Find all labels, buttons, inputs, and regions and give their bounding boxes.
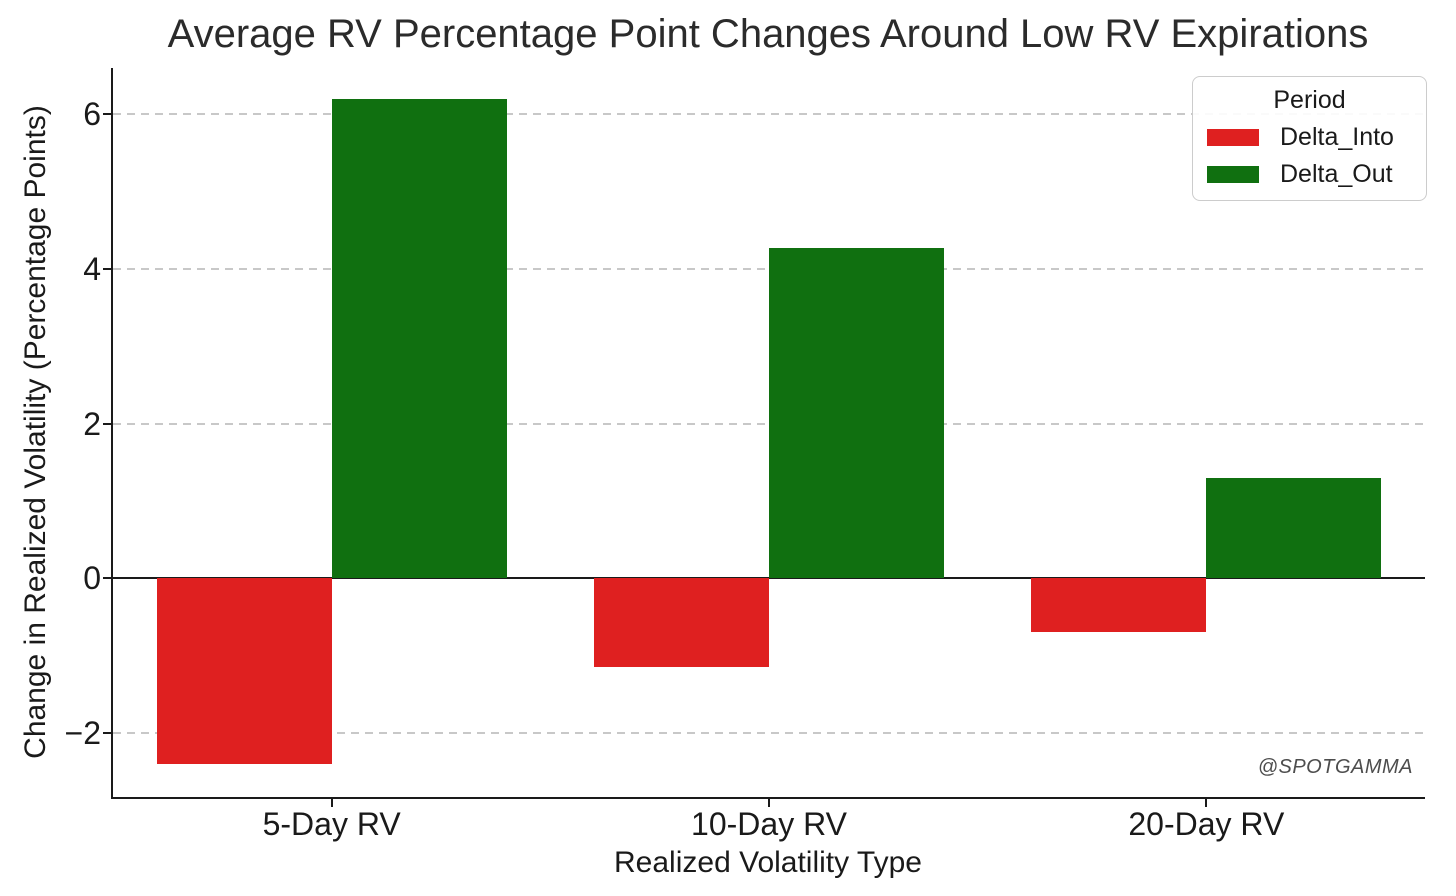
- x-tick-label-3: 20-Day RV: [1128, 806, 1285, 842]
- plot-area: Period Delta_Into Delta_Out @SPOTGAMMA: [111, 68, 1427, 799]
- x-tick-mark-1: [330, 799, 333, 807]
- y-tick-label-2: 2: [83, 405, 101, 442]
- x-axis-title: Realized Volatility Type: [614, 846, 922, 879]
- y-tick-label--2: −2: [64, 714, 101, 751]
- bar-delta_out-20-day-rv: [1206, 477, 1382, 579]
- zero-line: [113, 577, 1425, 580]
- chart-title: Average RV Percentage Point Changes Arou…: [167, 12, 1369, 56]
- delta-into-swatch: [1207, 128, 1259, 146]
- y-tick-label-6: 6: [83, 96, 101, 133]
- x-tick-label-2: 10-Day RV: [691, 806, 847, 842]
- x-tick-mark-2: [768, 799, 770, 807]
- watermark: @SPOTGAMMA: [1257, 756, 1413, 778]
- x-tick-mark-3: [1205, 799, 1208, 807]
- y-tick-mark--2: [103, 731, 111, 734]
- legend-label-delta-into: Delta_Into: [1280, 122, 1394, 151]
- legend-item-delta-into: Delta_Into: [1193, 122, 1426, 152]
- bar-delta_into-20-day-rv: [1031, 578, 1207, 633]
- bar-delta_out-5-day-rv: [331, 98, 507, 579]
- legend-item-delta-out: Delta_Out: [1193, 159, 1426, 189]
- delta-out-swatch: [1207, 165, 1259, 183]
- bar-delta_into-5-day-rv: [156, 578, 332, 764]
- legend: Period Delta_Into Delta_Out: [1192, 76, 1427, 201]
- legend-label-delta-out: Delta_Out: [1280, 159, 1393, 188]
- x-tick-label-1: 5-Day RV: [262, 806, 401, 842]
- y-tick-label-4: 4: [83, 250, 101, 287]
- gridline-y-6: [113, 113, 1425, 116]
- bar-delta_out-10-day-rv: [769, 248, 944, 579]
- y-tick-mark-0: [103, 577, 111, 580]
- y-tick-mark-6: [103, 113, 111, 116]
- y-tick-mark-2: [103, 422, 111, 425]
- gridline-y--2: [113, 731, 1425, 734]
- y-tick-mark-4: [103, 267, 111, 270]
- y-tick-label-0: 0: [83, 560, 101, 597]
- bar-delta_into-10-day-rv: [594, 578, 769, 668]
- plot-layers: [113, 68, 1425, 797]
- legend-title: Period: [1273, 86, 1346, 114]
